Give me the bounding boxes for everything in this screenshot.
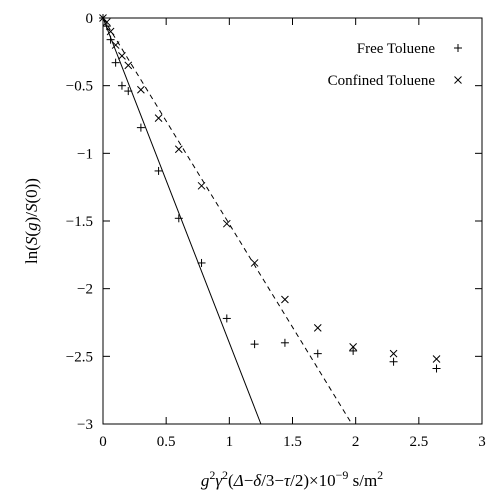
- point-free-toluene: [222, 314, 231, 323]
- x-tick-label: 1: [226, 434, 234, 450]
- axis-label-part: τ: [284, 471, 291, 490]
- point-confined-toluene: [124, 61, 133, 70]
- point-confined-toluene: [197, 181, 206, 190]
- point-free-toluene: [106, 35, 115, 44]
- y-tick-label: −1: [77, 146, 93, 162]
- point-free-toluene: [250, 340, 259, 349]
- axis-label-part: g: [201, 471, 210, 490]
- axis-label-part: 2: [222, 468, 228, 482]
- axis-label-part: Δ: [233, 471, 244, 490]
- point-free-toluene: [280, 338, 289, 347]
- axis-label-part: γ: [215, 471, 223, 490]
- point-confined-toluene: [313, 324, 322, 332]
- axis-label-part: (: [228, 471, 234, 490]
- legend-marker-plus: [454, 44, 462, 52]
- axis-label-part: ln(: [22, 245, 41, 264]
- point-confined-toluene: [281, 295, 289, 304]
- legend-label: Free Toluene: [357, 41, 436, 57]
- data-points: [99, 14, 441, 373]
- point-free-toluene: [124, 87, 133, 96]
- point-confined-toluene: [106, 27, 115, 36]
- point-confined-toluene: [154, 114, 163, 123]
- axis-label-part: g: [22, 222, 41, 231]
- legend: Free Toluene Confined Toluene: [328, 41, 462, 89]
- point-free-toluene: [432, 364, 441, 373]
- legend-label: Confined Toluene: [328, 73, 436, 89]
- axis-label-part: S: [22, 236, 41, 245]
- point-free-toluene: [117, 81, 126, 90]
- axis-ticks: [102, 17, 483, 425]
- point-confined-toluene: [111, 41, 120, 49]
- x-tick-label: 3: [478, 434, 486, 450]
- point-confined-toluene: [432, 355, 441, 363]
- fit-line-solid: [102, 17, 262, 425]
- axis-tick-labels: 0 0.5 1 1.5 2 2.5 3 0 −0.5 −1 −1.5 −2 −2.5 −3: [66, 11, 486, 450]
- point-confined-toluene: [137, 85, 145, 94]
- x-tick-label: 2.5: [409, 434, 428, 450]
- x-tick-label: 2: [352, 434, 360, 450]
- point-confined-toluene: [102, 18, 111, 26]
- point-confined-toluene: [389, 349, 398, 358]
- axis-label-part: δ: [253, 471, 262, 490]
- x-tick-label: 0.5: [157, 434, 176, 450]
- axis-label-part: 2: [209, 468, 215, 482]
- axis-label-part: S: [22, 203, 41, 212]
- point-confined-toluene: [250, 259, 259, 267]
- y-tick-label: −2: [77, 282, 93, 298]
- x-tick-label: 1.5: [283, 434, 302, 450]
- axis-label-part: 2: [377, 468, 383, 482]
- x-axis-label: g2γ2(Δ−δ/3−τ/2)×10−9 s/m2: [201, 468, 383, 490]
- point-free-toluene: [197, 258, 206, 267]
- point-free-toluene: [389, 357, 398, 366]
- point-free-toluene: [174, 214, 183, 223]
- legend-marker-cross: [454, 76, 462, 84]
- point-confined-toluene: [118, 52, 126, 60]
- y-tick-label: 0: [86, 11, 94, 27]
- x-tick-label: 0: [99, 434, 107, 450]
- point-free-toluene: [136, 123, 145, 132]
- fit-line-dashed: [102, 17, 353, 425]
- point-free-toluene: [154, 166, 163, 175]
- axis-label-part: s/m: [348, 471, 377, 490]
- axis-label-part: −: [244, 471, 254, 490]
- point-confined-toluene: [222, 219, 231, 228]
- y-tick-label: −2.5: [66, 349, 93, 365]
- axis-label-part: (: [22, 231, 41, 237]
- point-confined-toluene: [349, 343, 357, 351]
- point-free-toluene: [111, 58, 120, 67]
- axis-label-part: (0)): [22, 178, 41, 203]
- y-tick-label: −1.5: [66, 214, 93, 230]
- point-free-toluene: [349, 346, 358, 355]
- axis-label-part: )/: [22, 212, 41, 223]
- point-free-toluene: [313, 349, 322, 358]
- axis-label-part: /3−: [261, 471, 284, 490]
- axis-label-part: −9: [336, 468, 349, 482]
- axis-label-part: /2)×10: [290, 471, 335, 490]
- y-tick-label: −0.5: [66, 79, 93, 95]
- y-tick-label: −3: [77, 417, 93, 433]
- y-axis-label: ln(S(g)/S(0)): [22, 178, 41, 264]
- point-free-toluene: [102, 22, 111, 31]
- fit-lines: [102, 17, 353, 425]
- point-confined-toluene: [174, 145, 183, 154]
